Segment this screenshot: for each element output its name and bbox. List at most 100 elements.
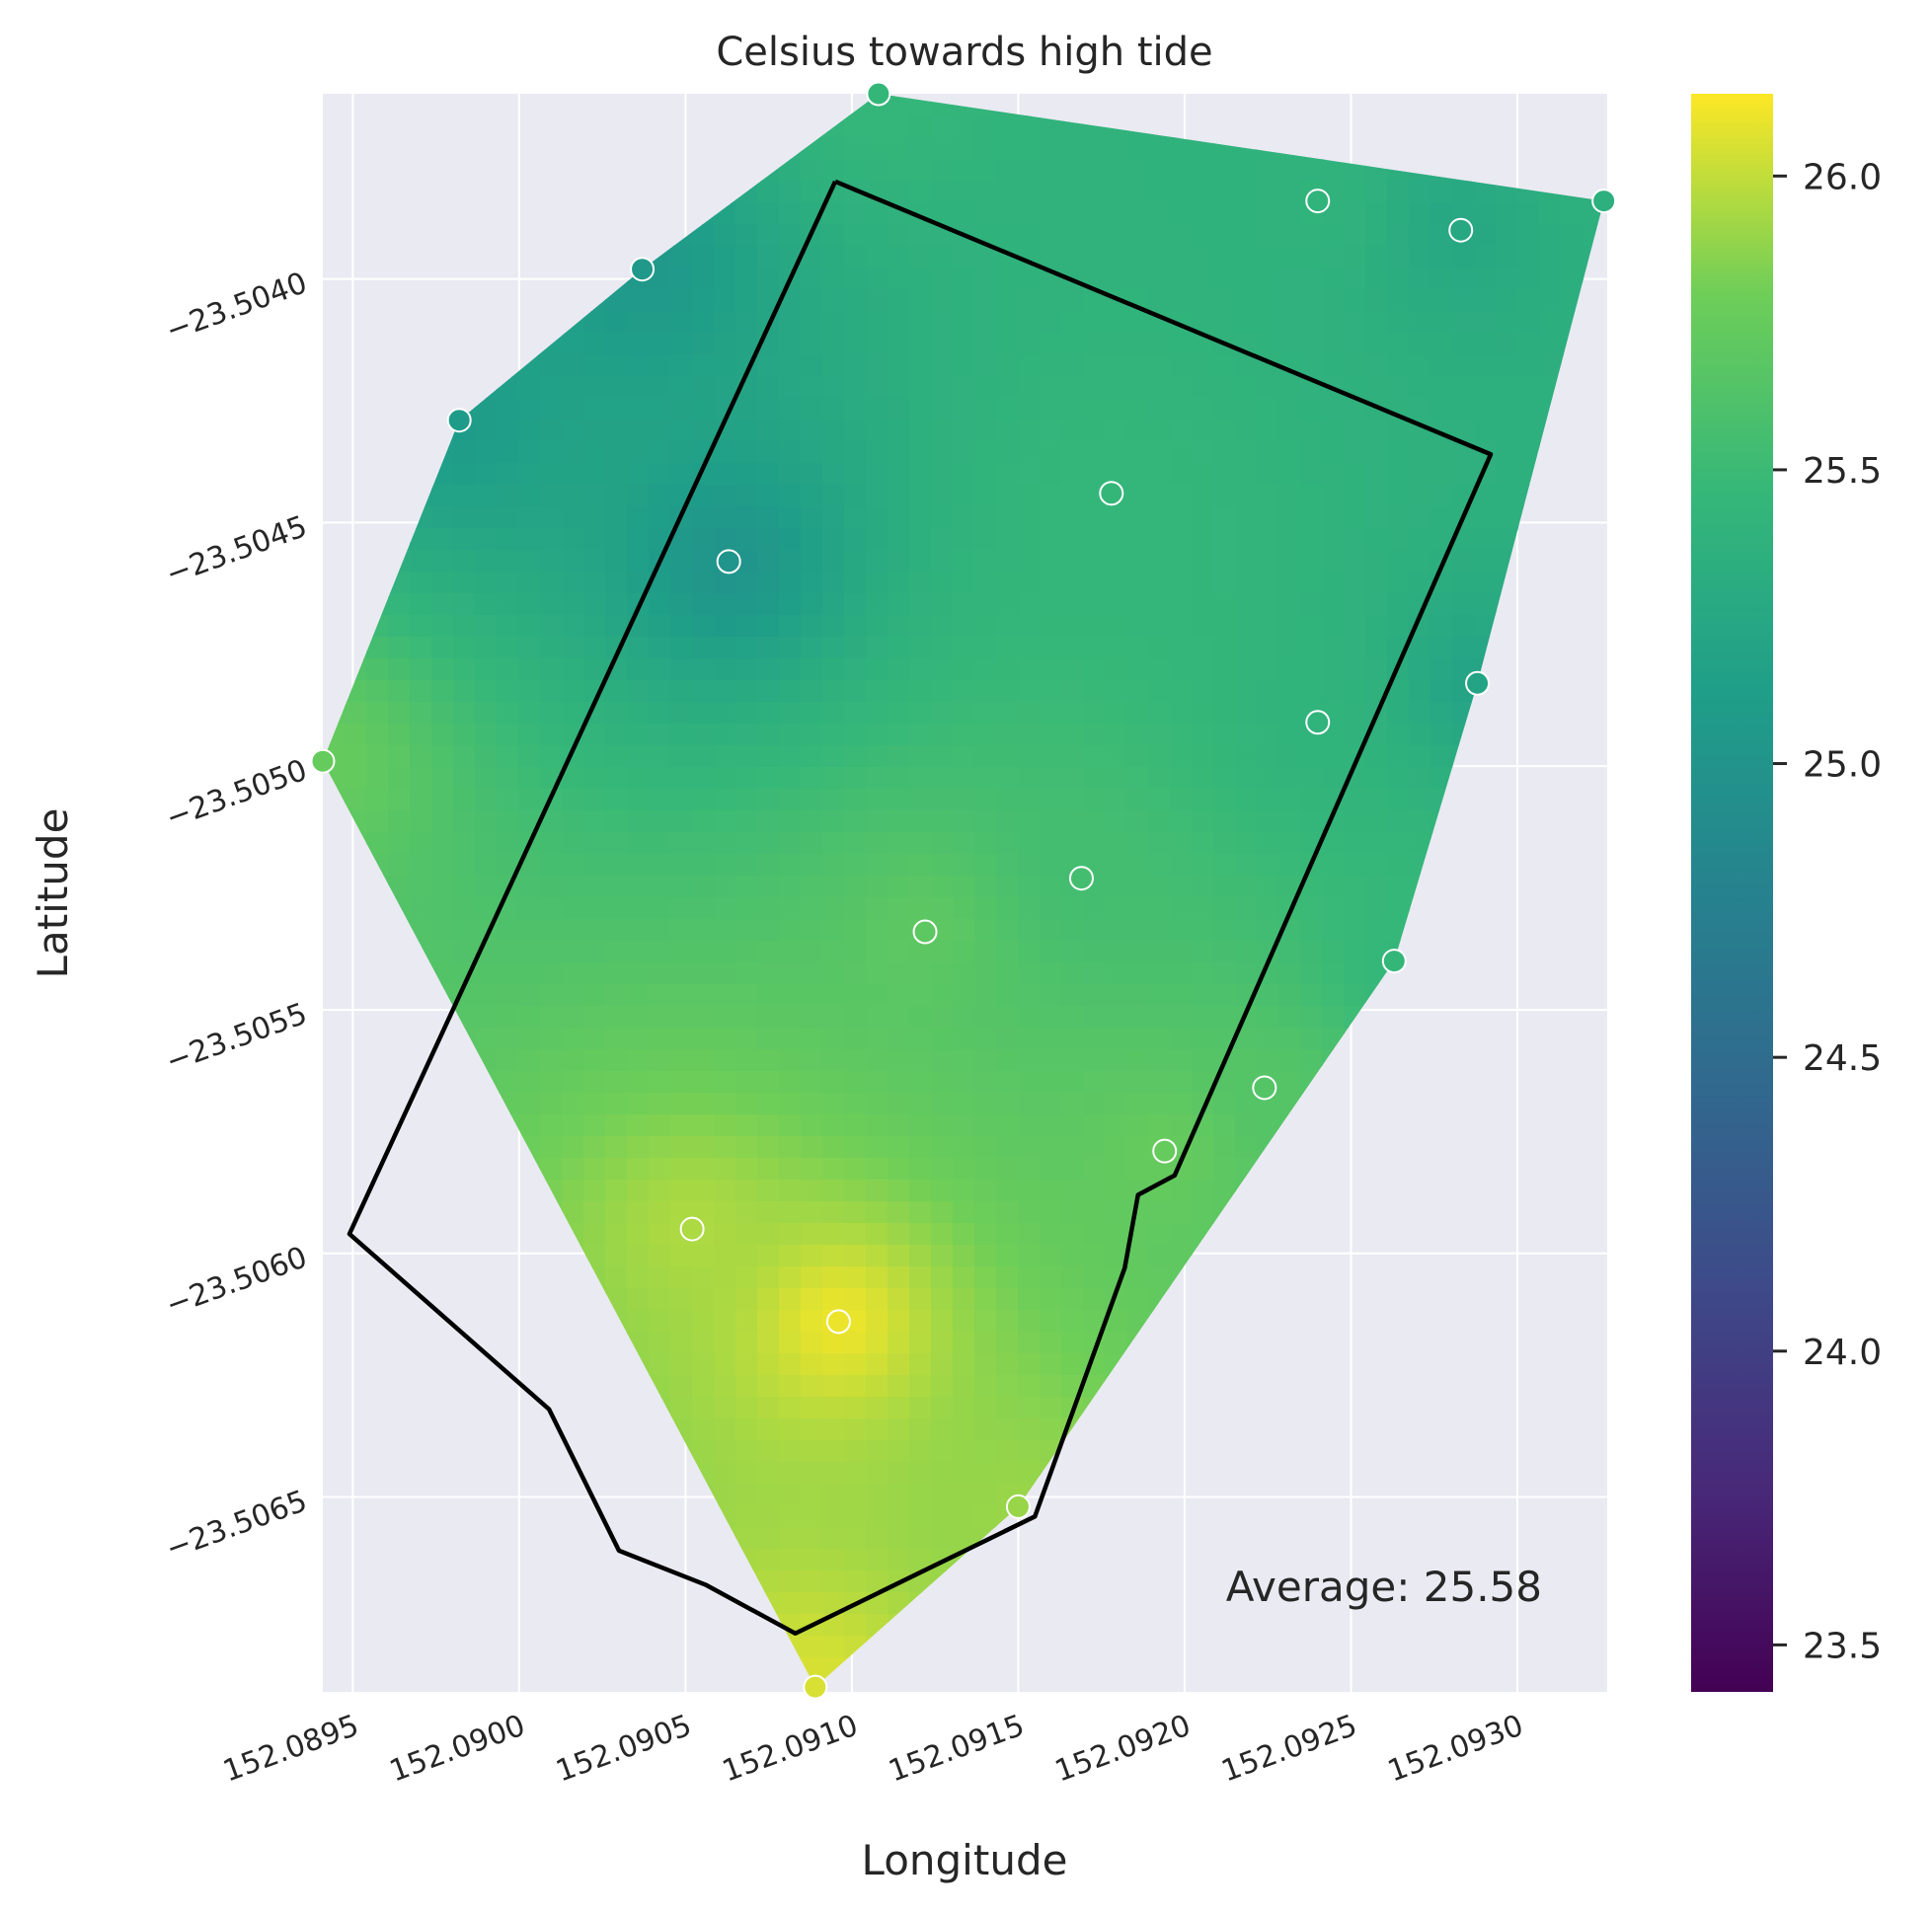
- field-cell: [649, 984, 671, 1007]
- field-cell: [909, 854, 932, 877]
- field-cell: [953, 1375, 975, 1398]
- field-cell: [953, 1418, 975, 1441]
- field-cell: [996, 463, 1019, 486]
- field-cell: [1083, 202, 1106, 225]
- field-cell: [1604, 528, 1627, 551]
- field-cell: [583, 1223, 606, 1246]
- field-cell: [1061, 789, 1084, 811]
- field-cell: [1213, 593, 1236, 616]
- field-cell: [1235, 810, 1258, 833]
- field-cell: [1061, 1288, 1084, 1311]
- field-cell: [866, 876, 889, 898]
- field-cell: [562, 1093, 584, 1115]
- field-cell: [714, 1158, 736, 1181]
- field-cell: [1213, 658, 1236, 681]
- field-cell: [1192, 1201, 1214, 1224]
- field-cell: [931, 1006, 954, 1029]
- field-cell: [1213, 289, 1236, 312]
- field-cell: [953, 1353, 975, 1376]
- field-cell: [931, 1332, 954, 1354]
- field-cell: [801, 1028, 823, 1050]
- field-cell: [735, 289, 758, 312]
- field-cell: [974, 767, 997, 790]
- field-cell: [431, 767, 454, 790]
- field-cell: [714, 1332, 736, 1354]
- field-cell: [1083, 333, 1106, 355]
- field-cell: [518, 984, 541, 1007]
- field-cell: [996, 962, 1019, 985]
- field-cell: [1257, 637, 1279, 659]
- field-cell: [1018, 680, 1041, 703]
- field-cell: [562, 354, 584, 377]
- field-cell: [1235, 1114, 1258, 1137]
- field-cell: [670, 1071, 693, 1094]
- field-cell: [779, 789, 802, 811]
- field-cell: [735, 1375, 758, 1398]
- field-cell: [1192, 854, 1214, 877]
- field-cell: [410, 680, 432, 703]
- field-cell: [888, 376, 910, 399]
- field-cell: [866, 1310, 889, 1333]
- field-cell: [931, 528, 954, 551]
- field-cell: [1387, 333, 1410, 355]
- field-cell: [1344, 572, 1366, 594]
- field-cell: [996, 1201, 1019, 1224]
- field-cell: [562, 919, 584, 942]
- field-cell: [1170, 506, 1193, 529]
- field-cell: [1235, 398, 1258, 421]
- field-cell: [974, 615, 997, 638]
- field-cell: [866, 1114, 889, 1137]
- field-cell: [583, 550, 606, 573]
- field-cell: [714, 984, 736, 1007]
- field-cell: [1018, 1136, 1041, 1159]
- field-cell: [497, 572, 519, 594]
- field-cell: [1192, 354, 1214, 377]
- field-cell: [996, 1310, 1019, 1333]
- field-cell: [475, 1006, 498, 1029]
- field-cell: [1148, 745, 1171, 768]
- field-cell: [1170, 572, 1193, 594]
- field-cell: [1539, 311, 1562, 334]
- field-cell: [866, 1071, 889, 1094]
- field-cell: [1126, 485, 1149, 507]
- field-cell: [1344, 702, 1366, 725]
- field-cell: [801, 1440, 823, 1463]
- field-cell: [801, 289, 823, 312]
- field-cell: [1018, 420, 1041, 442]
- field-cell: [1365, 246, 1388, 268]
- field-cell: [1235, 962, 1258, 985]
- field-cell: [801, 1310, 823, 1333]
- field-cell: [1278, 745, 1301, 768]
- field-cell: [866, 506, 889, 529]
- field-cell: [1083, 1049, 1106, 1072]
- points-layer: [310, 81, 1617, 1700]
- field-cell: [583, 1136, 606, 1159]
- field-cell: [1040, 1049, 1062, 1072]
- field-cell: [1430, 593, 1453, 616]
- field-cell: [888, 789, 910, 811]
- field-cell: [714, 1353, 736, 1376]
- field-cell: [1148, 615, 1171, 638]
- field-cell: [1300, 767, 1323, 790]
- field-cell: [1300, 289, 1323, 312]
- field-cell: [801, 354, 823, 377]
- field-cell: [670, 246, 693, 268]
- field-cell: [497, 854, 519, 877]
- field-cell: [735, 637, 758, 659]
- field-cell: [888, 832, 910, 855]
- field-cell: [1018, 550, 1041, 573]
- field-cell: [822, 1636, 845, 1658]
- field-cell: [1148, 1049, 1171, 1072]
- field-cell: [540, 441, 563, 464]
- field-cell: [974, 593, 997, 616]
- field-cell: [779, 637, 802, 659]
- field-cell: [996, 832, 1019, 855]
- field-cell: [1604, 463, 1627, 486]
- field-cell: [1517, 268, 1540, 290]
- field-cell: [410, 832, 432, 855]
- field-cell: [866, 1505, 889, 1528]
- field-cell: [627, 528, 650, 551]
- field-cell: [757, 876, 780, 898]
- field-cell: [1278, 398, 1301, 421]
- field-cell: [1365, 745, 1388, 768]
